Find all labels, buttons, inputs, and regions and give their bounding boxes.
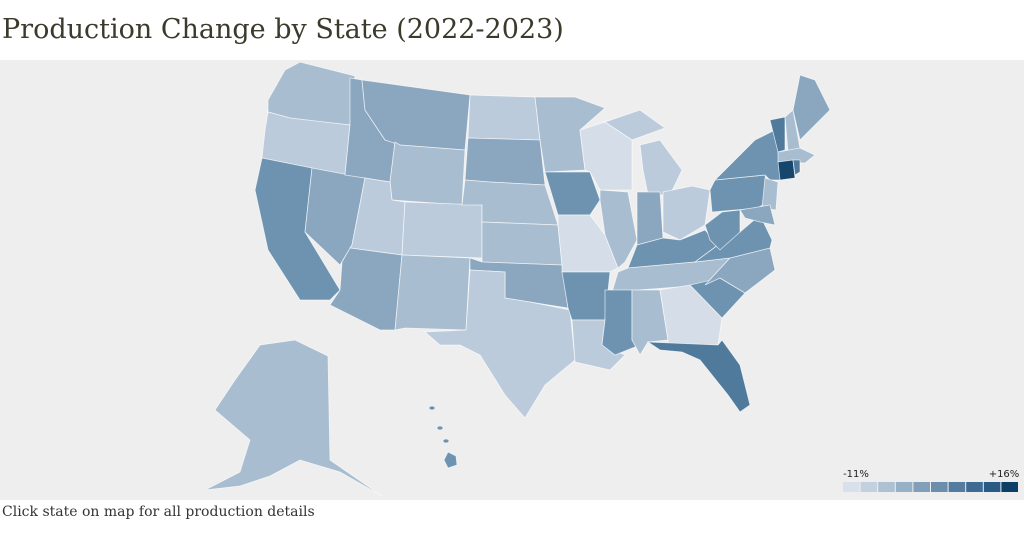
legend-swatch xyxy=(860,482,878,492)
map: -11% +16% xyxy=(0,60,1024,500)
page-title: Production Change by State (2022-2023) xyxy=(2,14,564,45)
legend-high-label: +16% xyxy=(989,469,1020,480)
state[interactable] xyxy=(481,221,563,266)
state[interactable] xyxy=(442,438,450,444)
state[interactable] xyxy=(792,159,801,176)
states xyxy=(204,61,831,497)
state[interactable] xyxy=(394,254,471,331)
legend-low-label: -11% xyxy=(843,469,869,480)
legend-swatch xyxy=(966,482,983,492)
state[interactable] xyxy=(544,171,601,216)
legend-swatch xyxy=(1001,482,1018,492)
state[interactable] xyxy=(636,191,664,246)
state[interactable] xyxy=(401,201,483,259)
state[interactable] xyxy=(761,177,779,211)
state[interactable] xyxy=(604,109,666,141)
state[interactable] xyxy=(428,405,436,411)
state[interactable] xyxy=(646,339,751,413)
state[interactable] xyxy=(777,159,796,181)
legend-swatch xyxy=(913,482,930,492)
footnote: Click state on map for all production de… xyxy=(2,504,315,520)
state[interactable] xyxy=(739,204,776,226)
state[interactable] xyxy=(423,269,576,419)
legend-swatch xyxy=(948,482,966,492)
legend-swatch xyxy=(931,482,948,492)
state[interactable] xyxy=(769,116,786,153)
state[interactable] xyxy=(464,137,546,186)
state[interactable] xyxy=(561,271,611,321)
state[interactable] xyxy=(443,451,458,469)
state[interactable] xyxy=(436,425,444,431)
state[interactable] xyxy=(693,214,773,263)
legend-swatch xyxy=(878,482,895,492)
state[interactable] xyxy=(599,189,638,269)
legend-swatch xyxy=(843,482,860,492)
legend-swatch xyxy=(983,482,1001,492)
state[interactable] xyxy=(704,209,741,251)
legend-swatch xyxy=(895,482,913,492)
state[interactable] xyxy=(792,74,831,141)
state[interactable] xyxy=(204,339,383,497)
legend: -11% +16% xyxy=(843,469,1019,492)
state[interactable] xyxy=(389,141,466,206)
state[interactable] xyxy=(467,94,541,141)
state[interactable] xyxy=(777,147,816,164)
